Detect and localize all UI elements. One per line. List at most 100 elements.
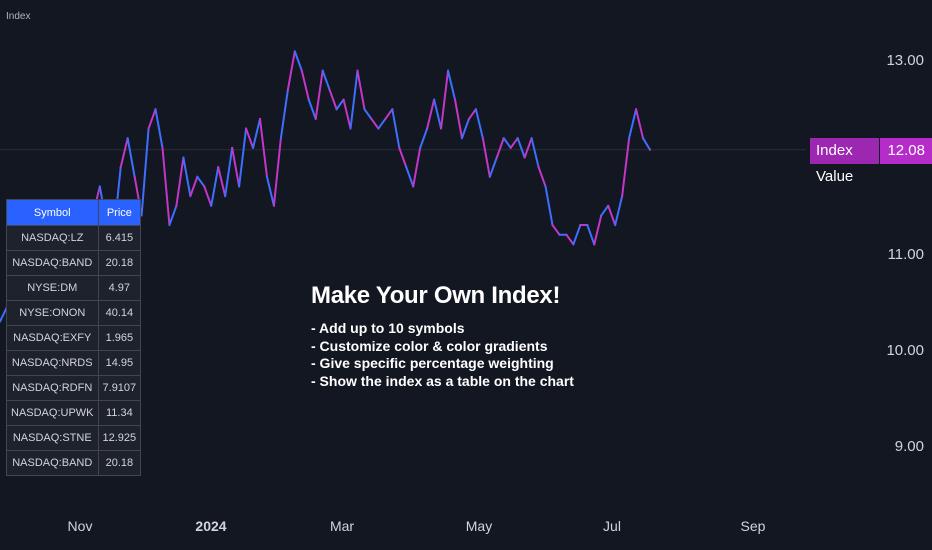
index-line-segment [377, 117, 387, 130]
x-tick-label: May [465, 518, 493, 534]
symbol-cell: NYSE:DM [6, 275, 99, 301]
index-data-point [98, 185, 101, 188]
index-data-point [286, 88, 289, 91]
index-line-segment [405, 166, 415, 188]
index-data-point [272, 204, 275, 207]
index-line-segment [307, 98, 317, 120]
x-tick-label: Nov [67, 518, 93, 534]
index-line-segment [600, 204, 610, 217]
index-line-segment [349, 69, 359, 130]
index-data-point [481, 137, 484, 140]
symbol-cell: NASDAQ:UPWK [6, 400, 99, 426]
price-cell: 7.9107 [97, 375, 142, 401]
index-line-segment [300, 69, 310, 101]
index-line-segment [265, 175, 275, 207]
chart-title: Index [6, 11, 31, 22]
index-line-segment [279, 88, 289, 140]
price-cell: 6.415 [97, 225, 142, 251]
index-line-segment [175, 156, 185, 207]
index-data-point [502, 137, 505, 140]
index-line-segment [203, 185, 213, 207]
index-data-point [154, 108, 157, 111]
index-data-point [133, 175, 136, 178]
index-data-point [558, 233, 561, 236]
symbol-cell: NASDAQ:STNE [6, 425, 99, 451]
price-cell: 20.18 [97, 250, 142, 276]
index-data-point [454, 98, 456, 101]
index-line-segment [259, 117, 268, 178]
index-data-point [398, 146, 401, 149]
index-line-segment [370, 117, 380, 130]
table-row: NASDAQ:STNE 12.925 [6, 425, 142, 451]
index-line-segment [607, 204, 617, 227]
index-data-point [537, 166, 540, 169]
index-data-point [328, 88, 331, 91]
y-tick-label: 9.00 [894, 438, 924, 455]
y-tick-label: 10.00 [886, 342, 924, 359]
index-line-segment [238, 127, 248, 188]
index-line-segment [147, 108, 157, 130]
index-data-point [551, 224, 554, 227]
index-data-point [224, 195, 227, 198]
symbol-cell: NASDAQ:RDFN [6, 375, 99, 401]
column-header-symbol: Symbol [6, 199, 99, 226]
price-cell: 14.95 [97, 350, 142, 376]
index-data-point [509, 146, 512, 149]
index-line-segment [614, 195, 624, 227]
index-line-segment [252, 117, 261, 149]
index-data-point [279, 137, 282, 140]
x-tick-label: 2024 [195, 518, 227, 534]
index-data-point [356, 69, 359, 72]
index-line-segment [474, 108, 484, 140]
index-line-segment [544, 185, 554, 227]
promo-bullet: - Give specific percentage weighting [311, 355, 554, 371]
index-line-segment [363, 108, 373, 120]
index-data-point [447, 69, 450, 72]
symbol-cell: NASDAQ:BAND [6, 450, 99, 476]
index-line-segment [342, 98, 352, 130]
index-line-segment [593, 214, 603, 246]
index-line-segment [460, 117, 470, 140]
index-line-segment [286, 50, 296, 91]
index-line-segment [530, 137, 540, 169]
index-data-point [419, 146, 422, 149]
index-data-point [467, 117, 470, 120]
index-data-point [265, 175, 268, 178]
index-line-segment [231, 146, 241, 188]
index-line-segment [433, 98, 443, 130]
index-data-point [572, 243, 575, 246]
index-value-tag[interactable]: Index Value 12.08 [810, 138, 932, 185]
index-data-point [245, 127, 248, 130]
index-data-point [349, 127, 352, 130]
index-data-point [210, 204, 213, 207]
promo-bullets: - Add up to 10 symbols - Customize color… [311, 320, 574, 390]
index-line-segment [217, 166, 227, 198]
index-data-point [293, 50, 296, 53]
index-data-point [593, 243, 596, 246]
index-data-point [426, 127, 429, 130]
table-row: NASDAQ:EXFY 1.965 [6, 325, 142, 351]
index-data-point [168, 224, 171, 227]
index-line-segment [272, 137, 282, 207]
table-row: NYSE:DM 4.97 [6, 275, 142, 301]
index-line-segment [509, 137, 519, 149]
index-data-point [642, 137, 645, 140]
index-line-segment [245, 127, 255, 149]
promo-box: Make Your Own Index! - Add up to 10 symb… [311, 282, 574, 390]
index-data-point [335, 108, 338, 111]
index-data-point [231, 146, 234, 149]
index-data-point [474, 108, 477, 111]
index-data-point [307, 98, 310, 101]
index-line-segment [635, 108, 645, 140]
price-cell: 40.14 [97, 300, 142, 326]
price-cell: 20.18 [97, 450, 142, 476]
index-line-segment [168, 204, 178, 227]
price-cell: 11.34 [97, 400, 142, 426]
table-row: NYSE:ONON 40.14 [6, 300, 142, 326]
table-row: NASDAQ:LZ 6.415 [6, 225, 142, 251]
index-data-point [440, 127, 443, 130]
index-data-point [182, 156, 185, 159]
symbols-table: Symbol Price NASDAQ:LZ 6.415 NASDAQ:BAND 2… [6, 199, 142, 476]
price-cell: 12.925 [97, 425, 142, 451]
index-data-point [203, 185, 206, 188]
